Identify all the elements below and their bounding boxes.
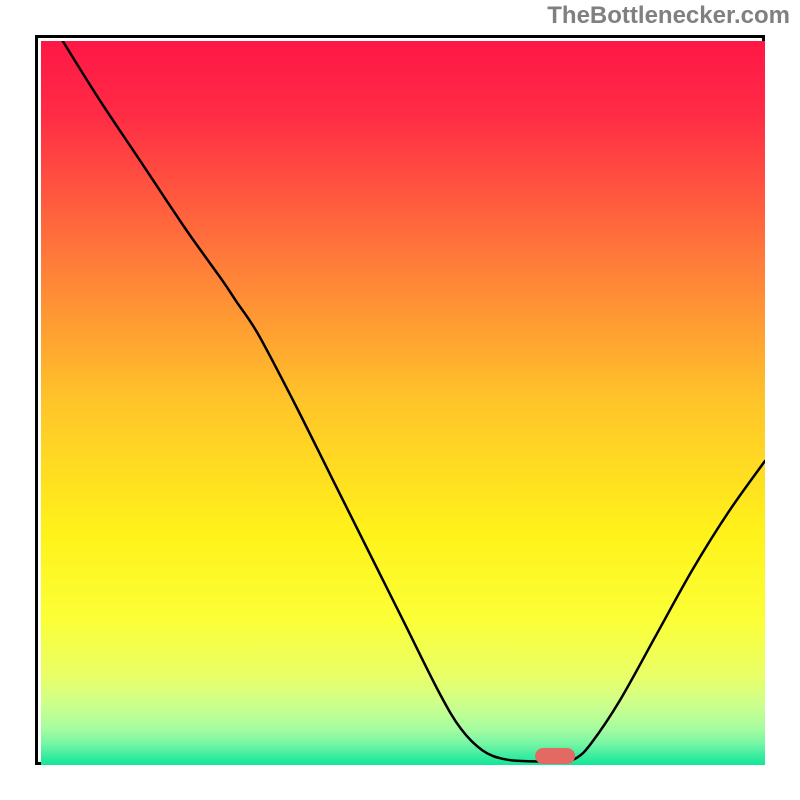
stage: TheBottlenecker.com bbox=[0, 0, 800, 800]
watermark-text: TheBottlenecker.com bbox=[547, 2, 790, 30]
plot-inner bbox=[41, 41, 765, 765]
optimum-marker bbox=[535, 748, 575, 764]
plot-frame bbox=[35, 35, 765, 765]
bottleneck-curve bbox=[63, 41, 765, 762]
curve-layer bbox=[41, 41, 765, 765]
